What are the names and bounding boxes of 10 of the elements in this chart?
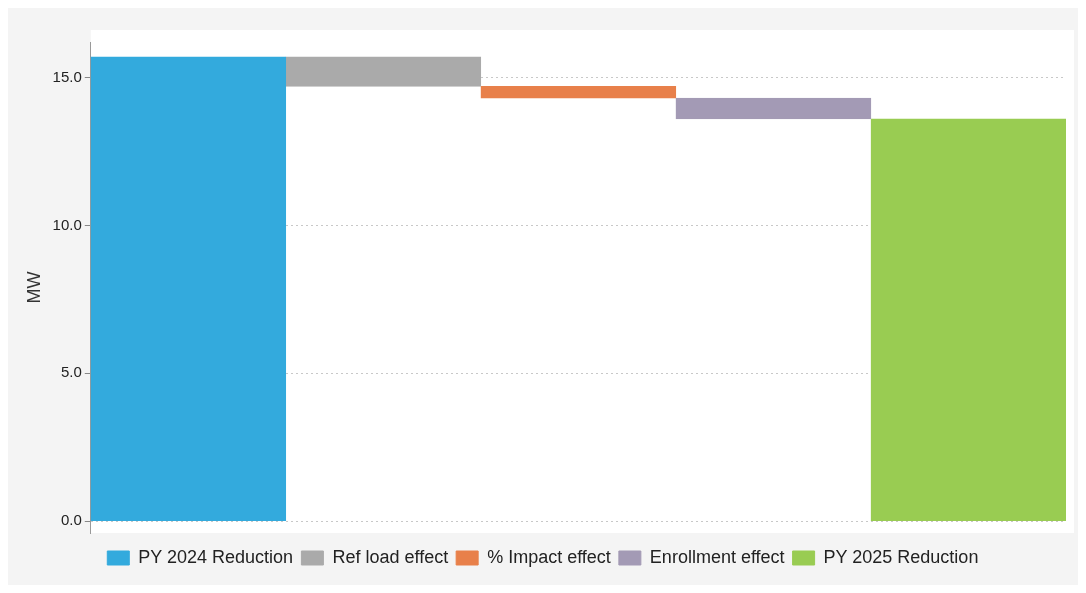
legend-label: % Impact effect — [487, 546, 611, 567]
legend-label: Ref load effect — [332, 546, 449, 567]
y-tick-label: 0.0 — [60, 511, 82, 529]
legend-label: PY 2025 Reduction — [823, 546, 979, 567]
y-axis-title: MW — [23, 271, 44, 304]
y-tick-label: 10.0 — [52, 215, 82, 233]
legend-label: Enrollment effect — [649, 546, 785, 567]
y-tick-label: 5.0 — [60, 363, 82, 381]
y-tick-label: 15.0 — [52, 67, 82, 85]
legend-label: PY 2024 Reduction — [138, 546, 294, 567]
